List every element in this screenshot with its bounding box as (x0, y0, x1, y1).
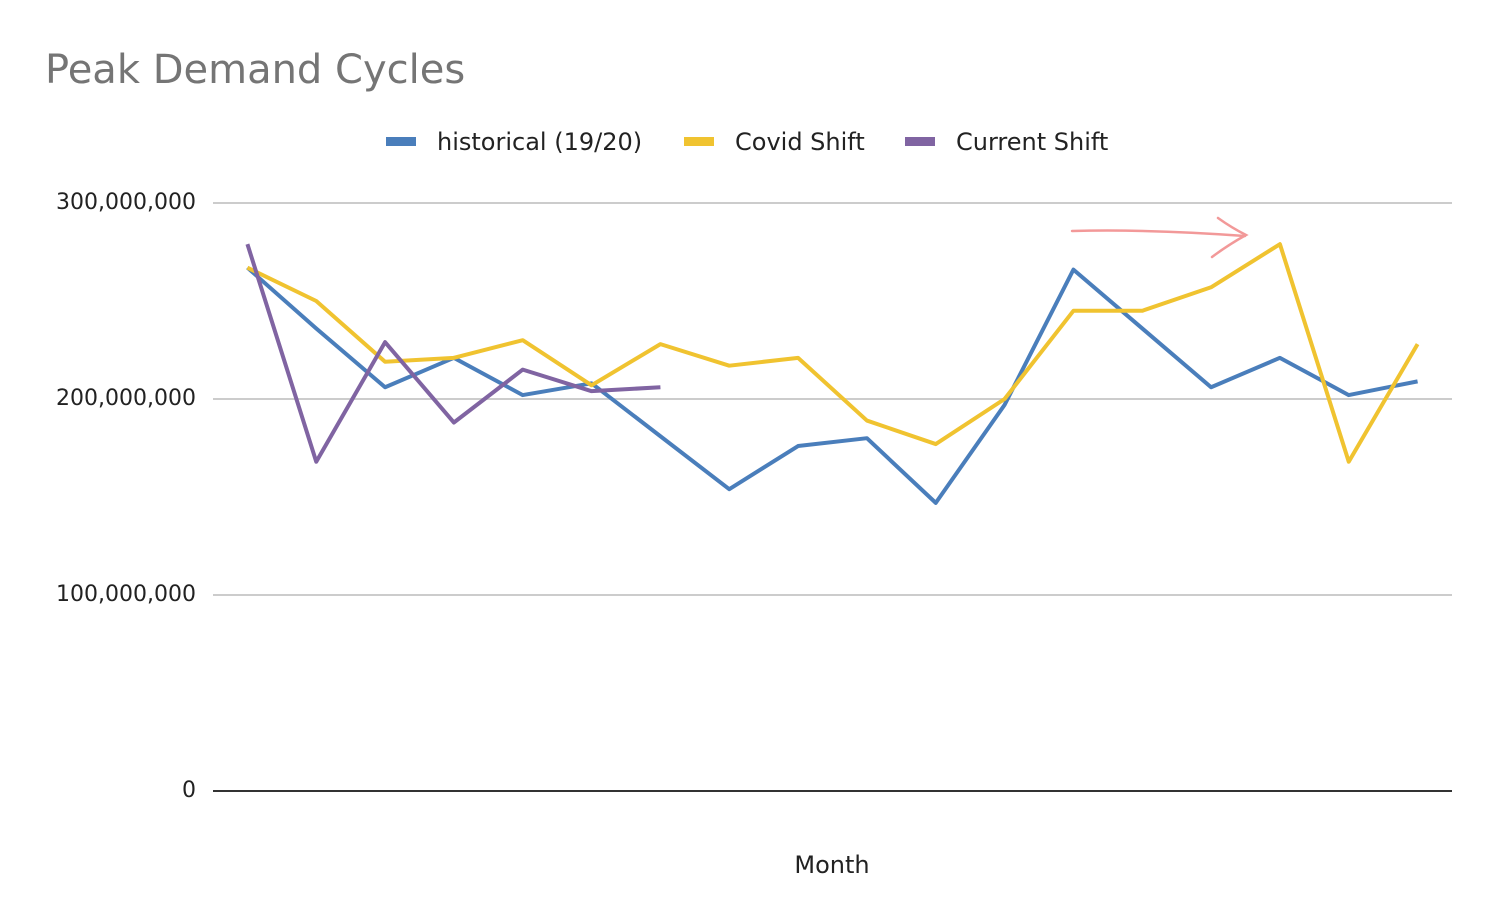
y-tick-label: 0 (182, 778, 196, 803)
legend-label: Covid Shift (735, 128, 865, 156)
series-line (246, 266, 1418, 505)
series-line (246, 242, 1420, 464)
legend-swatch (684, 137, 714, 146)
y-tick-label: 100,000,000 (56, 582, 196, 607)
legend-swatch (386, 137, 416, 146)
series-line (245, 243, 661, 464)
x-axis-label: Month (794, 851, 869, 879)
legend-swatch (905, 137, 935, 146)
chart-title: Peak Demand Cycles (45, 47, 465, 93)
legend-label: historical (19/20) (437, 128, 642, 156)
y-tick-label: 300,000,000 (56, 190, 196, 215)
annotation-arrow (1070, 216, 1249, 259)
y-tick-label: 200,000,000 (56, 386, 196, 411)
legend-label: Current Shift (956, 128, 1108, 156)
